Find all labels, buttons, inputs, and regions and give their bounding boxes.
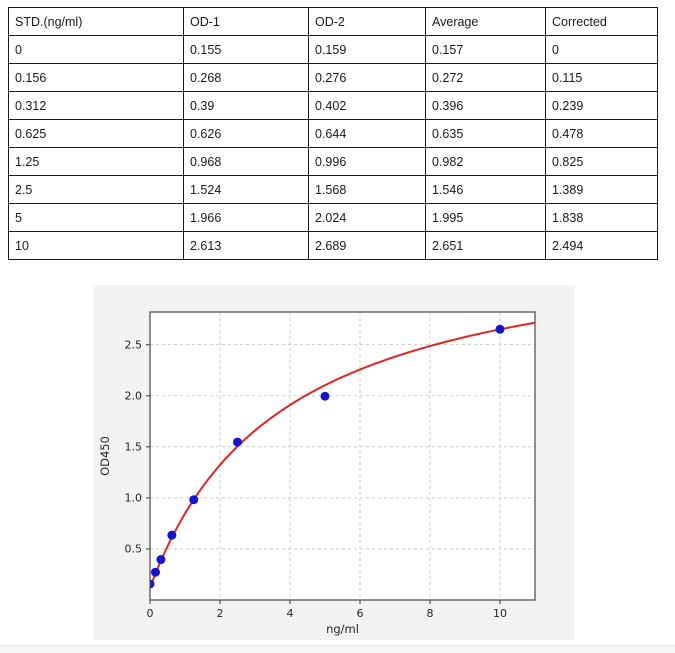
table-header-cell: OD-2: [308, 7, 426, 36]
table-cell: 0.115: [545, 63, 658, 92]
table-cell: 0.157: [425, 35, 546, 64]
table-cell: 0.644: [308, 119, 426, 148]
table-cell: 0.396: [425, 91, 546, 120]
x-axis-label: ng/ml: [326, 622, 359, 636]
table-cell: 5: [8, 203, 184, 232]
data-point: [150, 579, 155, 589]
table-cell: 2.613: [183, 231, 309, 260]
table-cell: 0.478: [545, 119, 658, 148]
table-cell: 2.689: [308, 231, 426, 260]
table-cell: 1.995: [425, 203, 546, 232]
data-point: [495, 324, 505, 334]
data-point: [189, 495, 199, 505]
table-cell: 0: [8, 35, 184, 64]
table-header-cell: STD.(ng/ml): [8, 7, 184, 36]
table-cell: 1.966: [183, 203, 309, 232]
y-tick-label: 1.5: [125, 441, 143, 454]
plot-border: [149, 311, 536, 601]
table-cell: 10: [8, 231, 184, 260]
table-header-row: STD.(ng/ml) OD-1 OD-2 Average Corrected: [8, 7, 658, 36]
table-row: 5 1.966 2.024 1.995 1.838: [8, 203, 658, 232]
table-cell: 0.276: [308, 63, 426, 92]
table-cell: 0.272: [425, 63, 546, 92]
table-row: 0.156 0.268 0.276 0.272 0.115: [8, 63, 658, 92]
table-header-cell: Average: [425, 7, 546, 36]
table-cell: 1.389: [545, 175, 658, 204]
table-cell: 0.825: [545, 147, 658, 176]
data-point: [156, 555, 166, 565]
x-tick-label: 4: [287, 607, 294, 620]
table-header-cell: Corrected: [545, 7, 658, 36]
x-tick-label: 10: [493, 607, 507, 620]
x-tick-label: 2: [217, 607, 224, 620]
plot-area: [150, 312, 535, 600]
x-tick-label: 8: [427, 607, 434, 620]
table-cell: 2.651: [425, 231, 546, 260]
table-cell: 0.239: [545, 91, 658, 120]
table-cell: 0.968: [183, 147, 309, 176]
table-cell: 1.524: [183, 175, 309, 204]
y-tick-label: 2.5: [125, 338, 143, 351]
table-row: 0 0.155 0.159 0.157 0: [8, 35, 658, 64]
table-row: 0.312 0.39 0.402 0.396 0.239: [8, 91, 658, 120]
table-header-cell: OD-1: [183, 7, 309, 36]
data-point: [167, 530, 177, 540]
table-cell: 0.159: [308, 35, 426, 64]
x-tick-label: 6: [357, 607, 364, 620]
table-cell: 0.402: [308, 91, 426, 120]
table-cell: 1.838: [545, 203, 658, 232]
table-cell: 0.982: [425, 147, 546, 176]
table-cell: 0.268: [183, 63, 309, 92]
table-cell: 0.625: [8, 119, 184, 148]
standard-curve-figure: 0 2 4 6 8 10 0.5 1.0 1.5 2.0 2.5 ng/ml OD450: [93, 285, 575, 640]
table-row: 10 2.613 2.689 2.651 2.494: [8, 231, 658, 260]
table-cell: 0.312: [8, 91, 184, 120]
table-cell: 0.155: [183, 35, 309, 64]
y-tick-label: 1.0: [125, 492, 143, 505]
table-cell: 0: [545, 35, 658, 64]
table-cell: 1.546: [425, 175, 546, 204]
table-cell: 0.39: [183, 91, 309, 120]
table-cell: 1.25: [8, 147, 184, 176]
bottom-divider: [0, 645, 675, 653]
data-point: [150, 567, 160, 577]
table-row: 1.25 0.968 0.996 0.982 0.825: [8, 147, 658, 176]
x-tick-label: 0: [147, 607, 154, 620]
table-cell: 2.024: [308, 203, 426, 232]
y-tick-label: 0.5: [125, 543, 143, 556]
data-point: [233, 437, 242, 447]
fit-curve: [150, 321, 535, 589]
table-cell: 0.626: [183, 119, 309, 148]
table-cell: 0.996: [308, 147, 426, 176]
data-point: [320, 391, 330, 401]
table-cell: 1.568: [308, 175, 426, 204]
table-row: 2.5 1.524 1.568 1.546 1.389: [8, 175, 658, 204]
standards-table: STD.(ng/ml) OD-1 OD-2 Average Corrected 0 0.1…: [8, 7, 658, 260]
table-cell: 0.156: [8, 63, 184, 92]
table-cell: 0.635: [425, 119, 546, 148]
table-row: 0.625 0.626 0.644 0.635 0.478: [8, 119, 658, 148]
y-axis-label: OD450: [98, 436, 112, 476]
table-cell: 2.494: [545, 231, 658, 260]
y-tick-label: 2.0: [125, 390, 143, 403]
table-cell: 2.5: [8, 175, 184, 204]
standard-curve-chart: 0 2 4 6 8 10 0.5 1.0 1.5 2.0 2.5 ng/ml OD450: [98, 311, 536, 636]
